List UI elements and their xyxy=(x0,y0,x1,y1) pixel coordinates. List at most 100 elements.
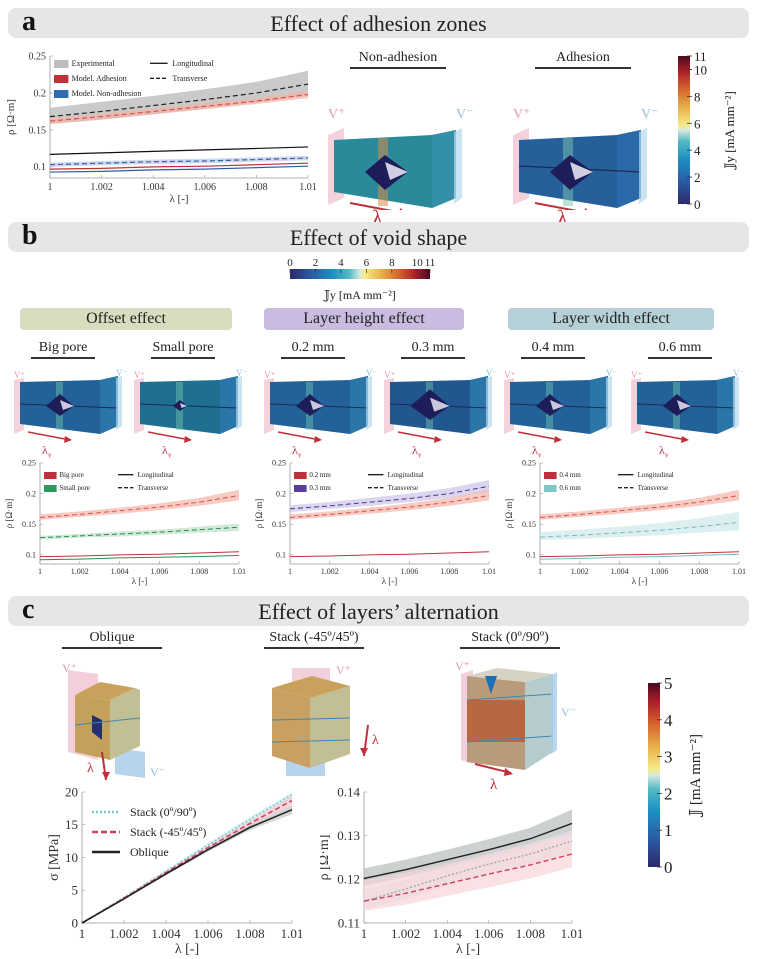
x-tick-label: 1.01 xyxy=(732,567,746,576)
box-top xyxy=(467,668,553,682)
underline xyxy=(401,357,465,359)
underline xyxy=(281,357,345,359)
series-line xyxy=(49,162,309,170)
v-minus-plane xyxy=(606,376,612,430)
lambda-subscript: y xyxy=(48,451,52,458)
colorbar-tick-label: 2 xyxy=(664,784,673,803)
legend-label: Oblique xyxy=(130,845,169,859)
legend-swatch xyxy=(54,75,69,83)
series-line xyxy=(539,551,740,558)
x-tick-label: 1.006 xyxy=(193,926,223,941)
series-line xyxy=(49,165,309,173)
render-stack-090: V⁺ V⁻ xyxy=(455,660,576,776)
render-0-4-mm: V⁺ V⁻ λy xyxy=(504,368,617,458)
box-side xyxy=(110,688,140,760)
colorbar-tick-label: 11 xyxy=(694,49,707,64)
x-tick-label: 1.01 xyxy=(299,182,317,193)
render-label-text: 0.4 mm xyxy=(531,340,575,355)
v-plus-label: V⁺ xyxy=(264,370,275,380)
render-label-text: 0.3 mm xyxy=(411,340,455,355)
x-axis-label: λ [-] xyxy=(132,576,148,586)
lambda-label: λ xyxy=(372,733,379,748)
chart-b-layer-width: 1 1.002 1.004 1.006 1.008 1.01 0.1 0.15 0.2 0.25 λ… xyxy=(504,459,746,586)
colorbar-gradient xyxy=(648,683,660,867)
v-minus-plane xyxy=(116,376,122,430)
y-tick-label: 0.1 xyxy=(276,550,286,559)
box-side xyxy=(100,376,118,434)
void xyxy=(485,676,497,694)
legend-label: 0.3 mm xyxy=(309,484,331,492)
v-plus-label: V⁺ xyxy=(455,660,470,673)
x-tick-label: 1.01 xyxy=(232,567,246,576)
layer-line xyxy=(271,739,351,743)
render-label: 0.6 mm xyxy=(635,340,725,359)
x-tick-label: 1 xyxy=(48,182,53,193)
render-label: Stack (0º/90º) xyxy=(460,630,560,649)
v-minus-plane xyxy=(486,376,492,430)
render-label: Non-adhesion xyxy=(350,50,446,69)
render-label-text: Stack (0º/90º) xyxy=(471,630,549,645)
render-adhesion: V⁺ V⁻ xyxy=(513,107,659,210)
box-side xyxy=(350,376,368,434)
y-tick-label: 15 xyxy=(65,817,78,832)
legend-label: Model. Adhesion xyxy=(72,74,127,83)
y-tick-label: 0.13 xyxy=(337,828,360,843)
v-plus-label: V⁺ xyxy=(513,107,531,122)
x-tick-label: 1.004 xyxy=(151,926,181,941)
lambda-symbol: λ xyxy=(557,205,568,230)
render-label-text: Stack (-45º/45º) xyxy=(269,630,359,645)
y-tick-label: 0.14 xyxy=(337,784,360,799)
arrow-head-icon xyxy=(504,768,513,776)
colorbar-tick-label: 0 xyxy=(664,858,673,877)
panel-letter: a xyxy=(22,6,36,37)
legend-label: Longitudinal xyxy=(638,471,674,479)
y-axis-label: ρ [Ω·m] xyxy=(5,99,17,135)
legend-label: Longitudinal xyxy=(388,471,424,479)
x-tick-label: 1.008 xyxy=(516,926,545,941)
panel-title: Effect of void shape xyxy=(289,225,468,250)
colorbar-gradient xyxy=(290,269,430,279)
underline xyxy=(264,647,364,649)
colorbar-label: 𝕁y [mA mm⁻²] xyxy=(722,91,737,170)
x-tick-label: 1.008 xyxy=(690,567,708,576)
lambda-label: λy xyxy=(412,443,422,458)
render-label: 0.3 mm xyxy=(388,340,478,359)
confidence-band xyxy=(40,489,239,520)
render-label: 0.2 mm xyxy=(268,340,358,359)
y-tick-label: 0 xyxy=(72,915,79,930)
panel-letter: c xyxy=(22,594,35,625)
legend-label: Transverse xyxy=(172,74,207,83)
colorbar-tick-label: 5 xyxy=(664,675,673,693)
arrow-head-icon xyxy=(681,436,689,443)
v-minus-plane xyxy=(366,376,372,430)
void-face xyxy=(430,397,450,412)
lambda-arrow xyxy=(349,202,393,210)
group-title: Offset effect xyxy=(86,310,166,327)
y-tick-label: 5 xyxy=(72,883,79,898)
lambda-label: λy xyxy=(42,443,52,458)
v-minus-label: V⁻ xyxy=(366,368,377,378)
v-plus-label: V⁺ xyxy=(14,370,25,380)
y-tick-label: 0.15 xyxy=(522,520,536,529)
series-line xyxy=(539,553,740,560)
x-tick-label: 1.006 xyxy=(650,567,668,576)
legend-label: 0.4 mm xyxy=(559,471,581,479)
render-label-text: Big pore xyxy=(38,340,88,355)
lambda-arrow xyxy=(644,431,688,441)
y-tick-label: 0.12 xyxy=(337,872,360,887)
y-tick-label: 0.1 xyxy=(34,162,47,173)
series-line xyxy=(363,853,573,902)
series-line xyxy=(539,521,740,538)
colorbar-label: 𝕁y [mA mm⁻²] xyxy=(323,288,396,302)
void xyxy=(173,400,187,411)
arrow-head-icon xyxy=(64,436,72,443)
layer-line xyxy=(139,403,239,409)
box-front xyxy=(272,688,310,768)
lambda-label: λ xyxy=(87,761,94,776)
y-tick-label: 0.1 xyxy=(526,550,536,559)
y-axis-label: ρ [Ω·m] xyxy=(504,499,514,528)
series-line xyxy=(49,93,309,122)
x-tick-label: 1.002 xyxy=(391,926,420,941)
legend-label: Stack (0º/90º) xyxy=(130,805,196,819)
